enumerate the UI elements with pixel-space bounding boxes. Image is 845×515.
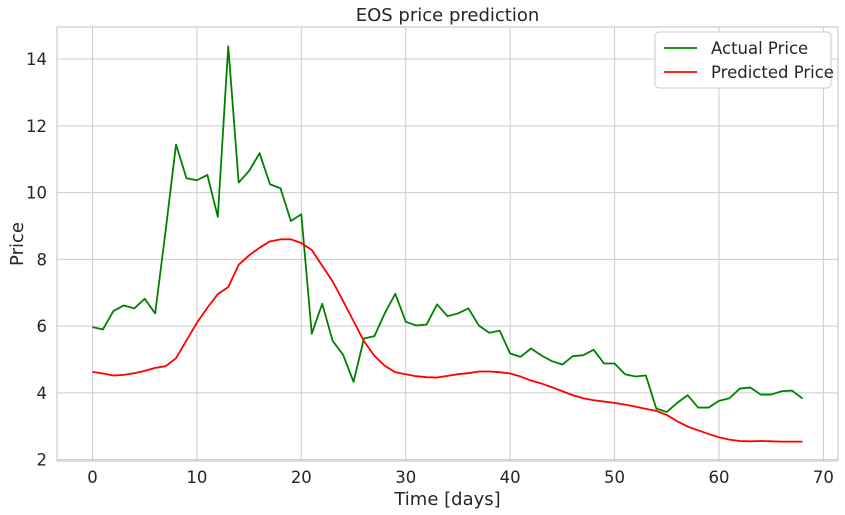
x-tick-label: 20 — [291, 468, 312, 487]
series-line-actual-price — [92, 45, 804, 413]
y-tick-label: 2 — [37, 451, 48, 470]
x-axis-ticks: 0 10 20 30 40 50 60 70 — [87, 468, 834, 487]
y-tick-label: 12 — [26, 117, 47, 136]
y-tick-label: 6 — [37, 317, 48, 336]
y-tick-label: 10 — [26, 184, 47, 203]
x-tick-label: 30 — [395, 468, 416, 487]
x-tick-label: 70 — [813, 468, 834, 487]
legend-box — [654, 31, 832, 89]
legend: Actual Price Predicted Price — [654, 31, 834, 89]
legend-label-predicted: Predicted Price — [711, 63, 834, 82]
y-tick-label: 4 — [37, 384, 48, 403]
y-tick-label: 14 — [26, 50, 47, 69]
legend-label-actual: Actual Price — [711, 39, 808, 58]
y-tick-label: 8 — [37, 250, 48, 269]
y-axis-ticks: 2 4 6 8 10 12 14 — [26, 50, 47, 470]
x-tick-label: 50 — [604, 468, 625, 487]
x-tick-label: 10 — [186, 468, 207, 487]
plot-area — [56, 26, 839, 462]
series-line-predicted-price — [92, 238, 803, 443]
series-lines — [92, 45, 804, 443]
chart-title: EOS price prediction — [356, 5, 540, 26]
x-tick-label: 60 — [708, 468, 729, 487]
grid — [57, 27, 838, 461]
x-tick-label: 40 — [500, 468, 521, 487]
x-tick-label: 0 — [87, 468, 98, 487]
y-axis-label: Price — [7, 222, 28, 266]
x-axis-label: Time [days] — [393, 489, 500, 510]
